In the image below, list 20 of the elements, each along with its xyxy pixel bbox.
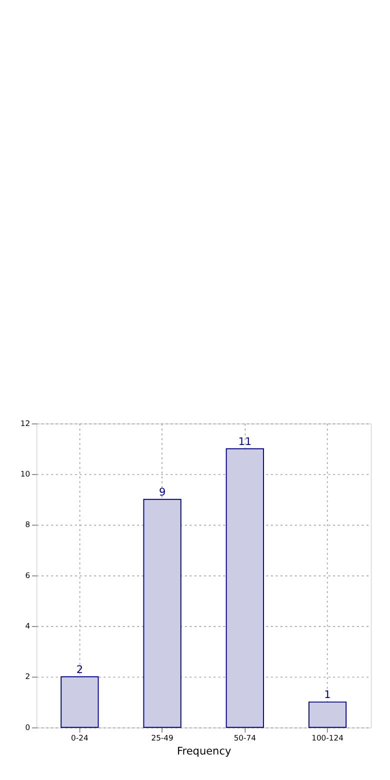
x-tick-label: 100-124 xyxy=(312,733,344,742)
x-tick-label: 25-49 xyxy=(151,733,174,742)
x-tick-label: 0-24 xyxy=(71,733,88,742)
y-tick-label: 12 xyxy=(20,418,30,428)
data-label: 2 xyxy=(76,664,84,676)
data-label: 11 xyxy=(238,436,252,448)
y-tick-label: 4 xyxy=(25,621,30,630)
x-axis-title: Frequency xyxy=(176,746,232,758)
data-label: 9 xyxy=(158,486,166,499)
bar xyxy=(60,676,99,728)
y-tick-label: 0 xyxy=(25,722,30,732)
bar xyxy=(308,702,347,728)
bar xyxy=(226,448,264,728)
x-tick-label: 50-74 xyxy=(234,733,256,742)
y-tick-label: 10 xyxy=(20,469,30,478)
y-tick-label: 2 xyxy=(25,672,30,682)
y-tick-label: 6 xyxy=(25,570,30,580)
data-label: 1 xyxy=(324,689,331,702)
y-tick-label: 8 xyxy=(25,520,30,530)
bar xyxy=(143,498,182,728)
